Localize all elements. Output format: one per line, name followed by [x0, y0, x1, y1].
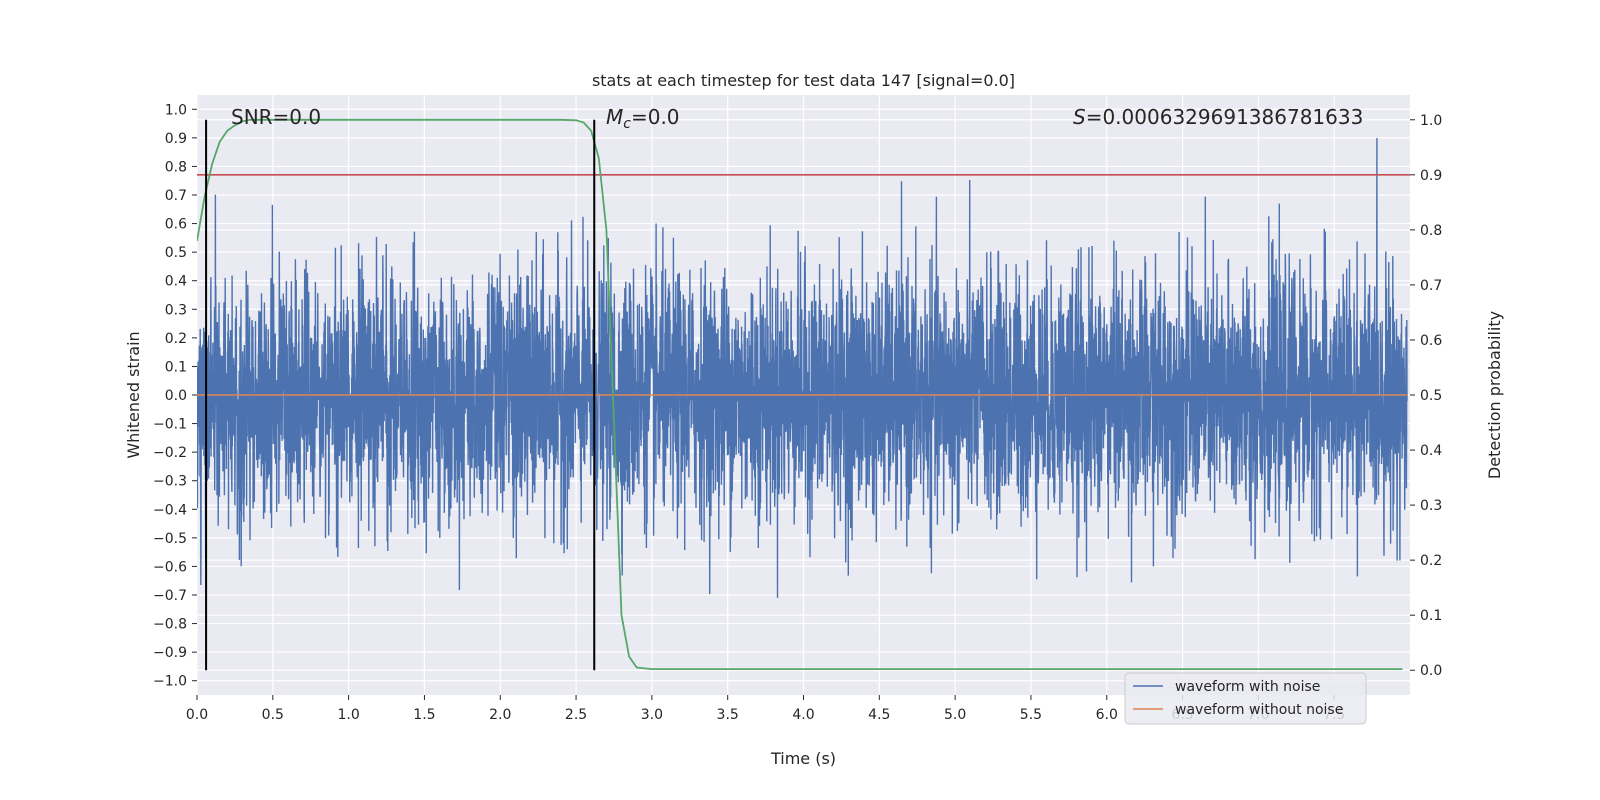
x-tick-label: 1.5 [413, 707, 435, 723]
y-right-tick-label: 0.1 [1420, 608, 1442, 624]
y-left-tick-label: 0.1 [165, 359, 187, 375]
snr-annotation: SNR=0.0 [231, 105, 321, 129]
y-right-tick-label: 0.7 [1420, 278, 1442, 294]
x-tick-label: 2.0 [489, 707, 511, 723]
y-right-tick-label: 0.3 [1420, 498, 1442, 514]
x-tick-label: 6.0 [1096, 707, 1118, 723]
x-tick-label: 0.0 [186, 707, 208, 723]
vertical-markers [205, 119, 596, 671]
y-left-tick-label: 0.0 [165, 388, 187, 404]
x-tick-label: 5.5 [1020, 707, 1042, 723]
x-tick-label: 4.0 [792, 707, 814, 723]
y-left-tick-label: −0.4 [153, 502, 187, 518]
y-left-tick-label: −1.0 [153, 674, 187, 690]
y-left-tick-label: 0.2 [165, 331, 187, 347]
series-detection-probability [197, 118, 1403, 670]
legend-label-waveform-with-noise: waveform with noise [1175, 679, 1320, 695]
y-right-tick-label: 1.0 [1420, 113, 1442, 129]
y-left-tick-label: −0.3 [153, 474, 187, 490]
x-tick-label: 0.5 [262, 707, 284, 723]
y-left-tick-label: 0.5 [165, 245, 187, 261]
y-left-tick-label: 0.9 [165, 131, 187, 147]
y-right-tick-label: 0.2 [1420, 553, 1442, 569]
y-right-tick-label: 0.6 [1420, 333, 1442, 349]
legend-box [1124, 672, 1367, 725]
s-symbol: S [1073, 105, 1086, 129]
x-tick-label: 3.5 [717, 707, 739, 723]
x-tick-label: 5.0 [944, 707, 966, 723]
x-tick-label: 3.0 [641, 707, 663, 723]
y-right-tick-label: 0.4 [1420, 443, 1442, 459]
y-left-tick-label: −0.2 [153, 445, 187, 461]
y-left-tick-label: 0.8 [165, 159, 187, 175]
y-right-axis-label: Detection probability [1485, 311, 1504, 479]
mc-value: =0.0 [631, 105, 680, 129]
mc-subscript: c [623, 116, 631, 132]
x-axis-label: Time (s) [770, 749, 836, 768]
x-tick-label: 1.0 [337, 707, 359, 723]
chart-title: stats at each timestep for test data 147… [592, 71, 1015, 90]
y-left-axis-label: Whitened strain [124, 331, 143, 458]
y-left-tick-label: −0.9 [153, 645, 187, 661]
y-right-tick-label: 0.9 [1420, 168, 1442, 184]
x-tick-label: 2.5 [565, 707, 587, 723]
mc-annotation: Mc=0.0 [606, 105, 680, 132]
y-right-axis-ticks: 1.0 0.9 0.8 0.7 0.6 0.5 0.4 0.3 0.2 0.1 0.0 [1410, 113, 1442, 679]
y-left-tick-label: 0.3 [165, 302, 187, 318]
x-tick-label: 4.5 [868, 707, 890, 723]
s-value: =0.0006329691386781633 [1086, 105, 1364, 129]
y-left-tick-label: −0.6 [153, 559, 187, 575]
y-right-tick-label: 0.5 [1420, 388, 1442, 404]
y-left-tick-label: 0.6 [165, 217, 187, 233]
y-left-axis-ticks: 1.0 0.9 0.8 0.7 0.6 0.5 0.4 0.3 0.2 0.1 0.0 −0.1 −0.… [153, 102, 197, 690]
series-waveform-with-noise [197, 137, 1408, 598]
y-right-tick-label: 0.0 [1420, 663, 1442, 679]
y-left-tick-label: −0.1 [153, 417, 187, 433]
y-left-tick-label: 0.4 [165, 274, 187, 290]
mc-symbol: M [606, 105, 623, 129]
legend-label-waveform-without-noise: waveform without noise [1175, 702, 1343, 718]
y-right-tick-label: 0.8 [1420, 223, 1442, 239]
y-left-tick-label: 0.7 [165, 188, 187, 204]
y-left-tick-label: −0.8 [153, 617, 187, 633]
y-left-tick-label: −0.5 [153, 531, 187, 547]
y-left-tick-label: 1.0 [165, 102, 187, 118]
s-annotation: S=0.0006329691386781633 [1073, 105, 1363, 129]
y-left-tick-label: −0.7 [153, 588, 187, 604]
legend: waveform with noise waveform without noi… [1124, 672, 1367, 725]
